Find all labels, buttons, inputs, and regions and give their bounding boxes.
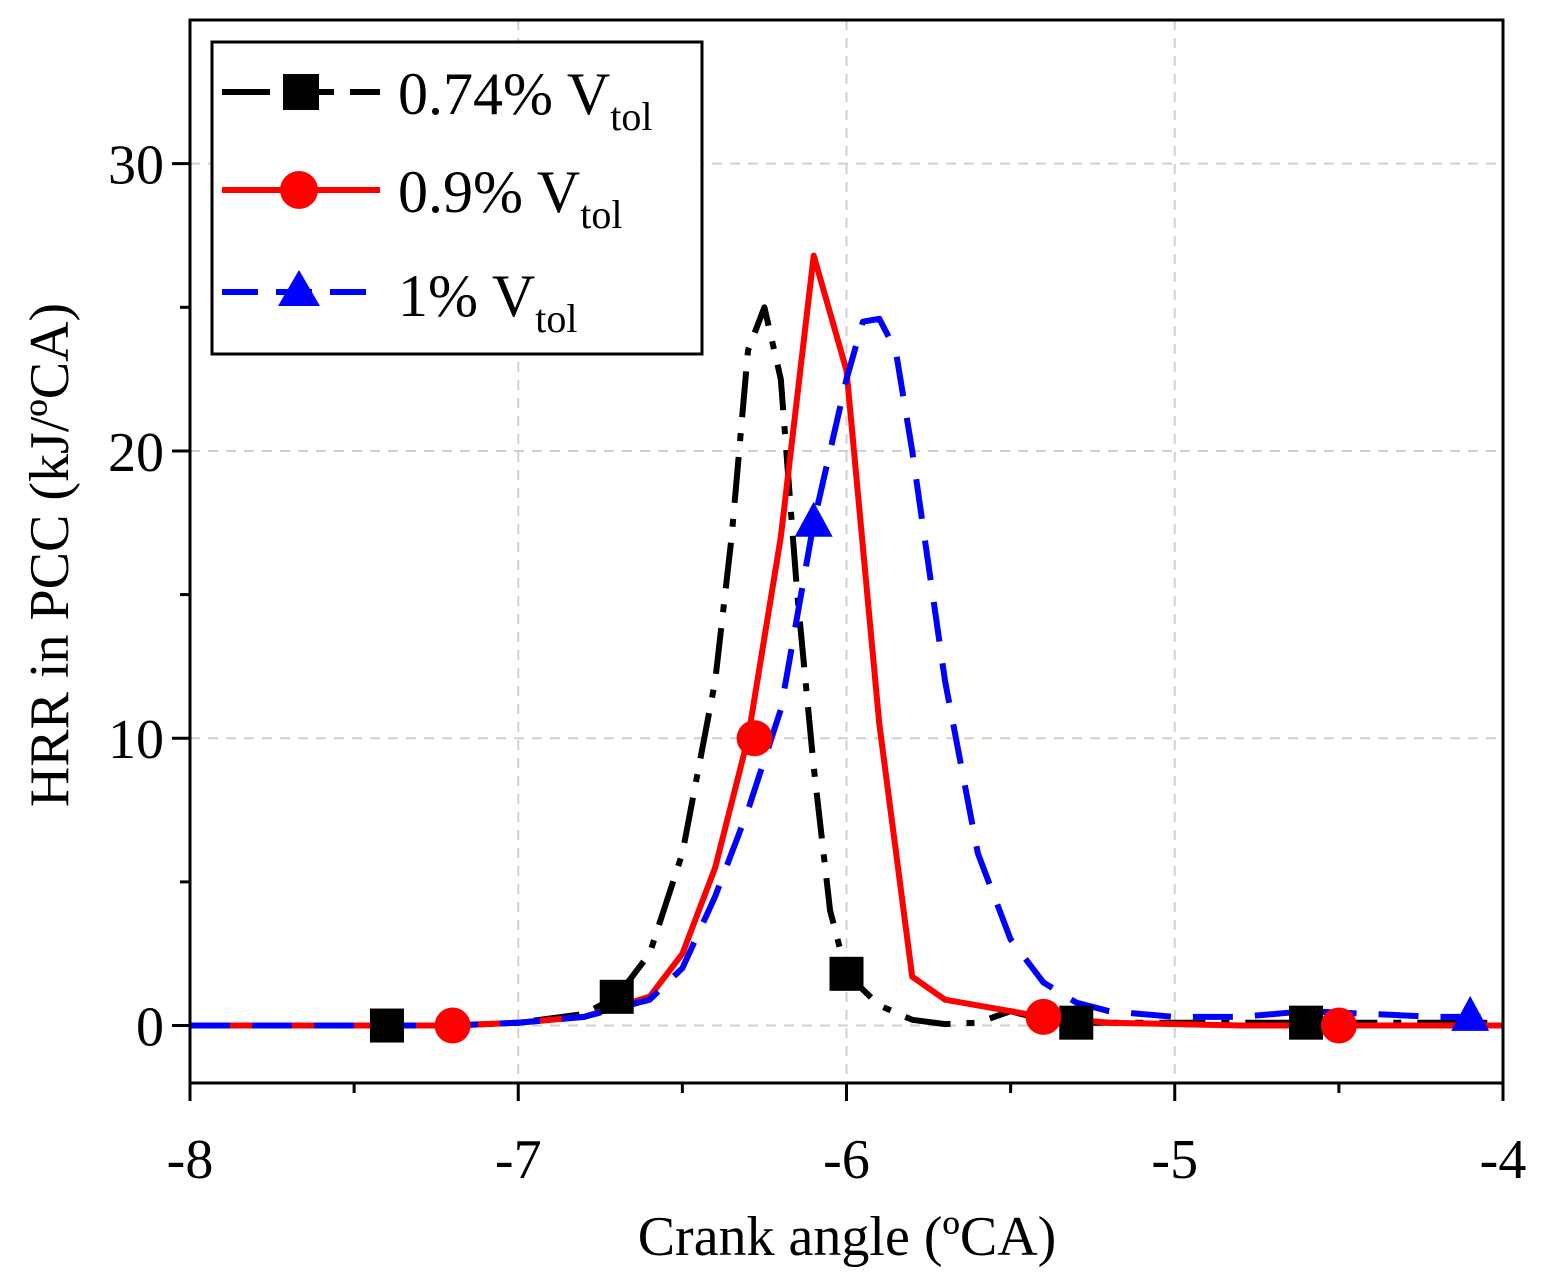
data-point-square — [1289, 1005, 1324, 1040]
legend-entry-0.9: 0.9% Vtol — [222, 159, 622, 237]
legend-label-1: 1% Vtol — [398, 263, 577, 341]
legend-label-sub: tol — [610, 94, 652, 139]
y-tick-label: 20 — [108, 422, 164, 484]
legend-entry-0.74: 0.74% Vtol — [222, 61, 652, 139]
legend-label-main: 0.74% V — [398, 61, 610, 127]
x-tick-label: -6 — [823, 1129, 870, 1191]
legend-label-main: 0.9% V — [398, 159, 580, 225]
x-tick-label: -4 — [1480, 1129, 1527, 1191]
legend-triangle-marker — [278, 270, 320, 306]
data-point-circle — [1320, 1007, 1357, 1044]
legend-label-0.9: 0.9% Vtol — [398, 159, 622, 237]
data-point-circle — [434, 1007, 471, 1044]
legend-circle-marker — [280, 171, 318, 209]
data-point-square — [599, 979, 634, 1014]
legend-label-sub: tol — [580, 192, 622, 237]
y-axis-title: HRR in PCC (kJ/ºCA) — [19, 303, 81, 807]
series-line-2 — [190, 315, 1503, 1029]
data-point-circle — [1025, 998, 1062, 1035]
x-tick-label: -8 — [167, 1129, 214, 1191]
data-point-triangle — [794, 501, 833, 537]
legend-label-0.74: 0.74% Vtol — [398, 61, 652, 139]
legend-entry-1: 1% Vtol — [222, 263, 577, 341]
legend-label-main: 1% V — [398, 263, 535, 329]
data-point-triangle — [1451, 995, 1490, 1031]
x-tick-labels: -8 -7 -6 -5 -4 — [167, 1129, 1527, 1191]
data-point-circle — [736, 720, 773, 757]
y-tick-labels: 0 10 20 30 — [108, 135, 164, 1059]
marker-layer — [369, 501, 1490, 1044]
data-point-square — [829, 956, 864, 991]
y-tick-label: 10 — [108, 709, 164, 771]
series-line-1 — [190, 252, 1503, 1029]
ticks — [172, 162, 1505, 1101]
x-tick-label: -5 — [1151, 1129, 1198, 1191]
x-tick-label: -7 — [495, 1129, 542, 1191]
legend: 0.74% Vtol 0.9% Vtol 1% Vtol — [210, 40, 704, 356]
y-tick-label: 0 — [136, 997, 164, 1059]
data-point-square — [1059, 1005, 1094, 1040]
data-point-square — [369, 1008, 404, 1043]
y-tick-label: 30 — [108, 135, 164, 197]
series-line-0 — [190, 304, 1503, 1029]
legend-square-marker — [283, 74, 319, 110]
x-axis-title: Crank angle (ºCA) — [638, 1206, 1057, 1268]
legend-label-sub: tol — [535, 296, 577, 341]
